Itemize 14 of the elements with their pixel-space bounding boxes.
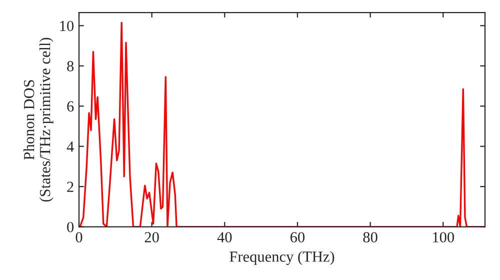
y-tick-label: 8 [67,61,74,72]
x-tick-label: 0 [76,232,82,242]
x-tick-label: 80 [363,232,378,242]
y-tick-label: 2 [67,182,74,192]
x-axis-title: Frequency (THz) [230,251,334,265]
y-tick-label: 6 [67,101,74,112]
x-tick-label: 40 [217,232,232,242]
x-tick-label: 60 [290,232,305,242]
y-tick-label: 10 [60,20,74,32]
y-tick-label: 4 [66,142,74,152]
y-tick-label: 0 [67,222,74,232]
x-tick-label: 20 [144,232,159,242]
x-tick-label: 100 [433,232,454,242]
y-axis-title: Phonon DOS (States/THz·primitive cell) [23,38,54,202]
